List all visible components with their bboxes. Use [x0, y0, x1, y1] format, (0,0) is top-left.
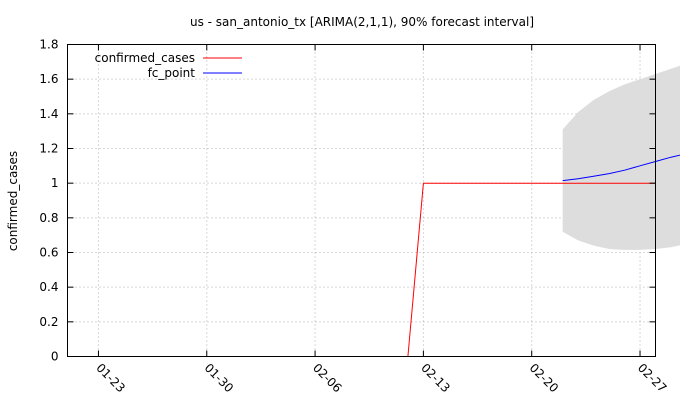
y-tick-label: 1.6	[39, 72, 58, 86]
y-tick-label: 1.2	[39, 142, 58, 156]
y-tick-label: 1.8	[39, 38, 58, 52]
x-tick-label: 01-30	[202, 361, 237, 396]
y-tick-label: 0.4	[39, 280, 58, 294]
y-tick-label: 0	[51, 350, 59, 364]
y-tick-label: 0.8	[39, 211, 58, 225]
y-tick-label: 0.2	[39, 315, 58, 329]
x-tick-label: 01-23	[93, 361, 128, 396]
forecast-interval-area	[562, 65, 680, 250]
forecast-interval-band	[562, 65, 680, 250]
x-tick-label: 02-20	[527, 361, 562, 396]
legend-label: fc_point	[148, 66, 196, 80]
series-lines	[407, 154, 680, 357]
y-tick-label: 0.6	[39, 246, 58, 260]
x-tick-label: 02-06	[310, 361, 345, 396]
plot-frame	[67, 44, 656, 357]
x-tick-label: 02-27	[635, 361, 670, 396]
y-tick-label: 1	[51, 176, 59, 190]
series-line-fc-point	[562, 154, 680, 182]
series-line-confirmed-cases	[407, 182, 656, 357]
y-axis-label: confirmed_cases	[6, 151, 20, 251]
y-tick-label: 1.4	[39, 107, 58, 121]
chart-title: us - san_antonio_tx [ARIMA(2,1,1), 90% f…	[190, 15, 534, 29]
legend-label: confirmed_cases	[95, 51, 195, 65]
x-tick-label: 02-13	[418, 361, 453, 396]
